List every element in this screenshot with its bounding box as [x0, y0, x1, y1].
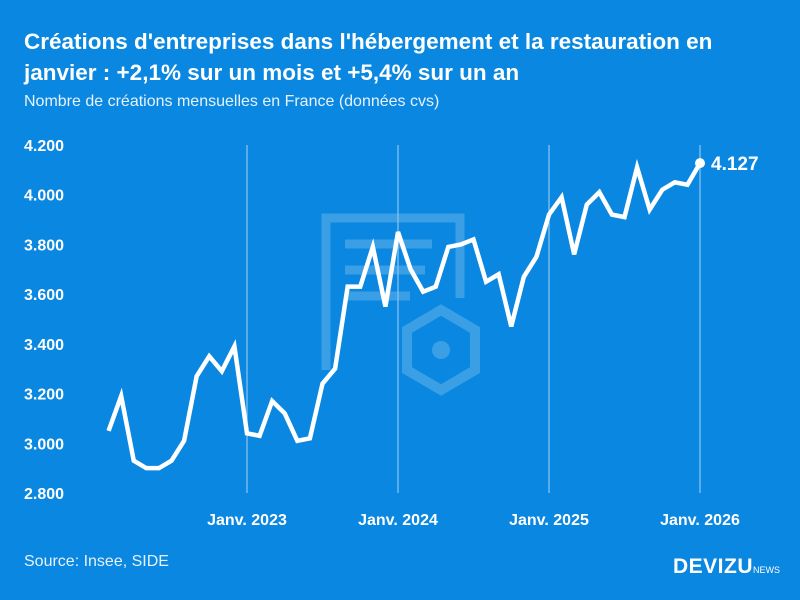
y-tick-label: 3.800 [24, 237, 64, 254]
x-tick-label: Janv. 2024 [358, 512, 438, 529]
y-tick-label: 4.200 [24, 138, 64, 155]
last-point-marker [695, 158, 705, 169]
y-tick-label: 3.400 [24, 337, 64, 354]
y-tick-label: 2.800 [24, 486, 64, 503]
x-tick-label: Janv. 2026 [660, 512, 740, 529]
source-note: Source: Insee, SIDE [24, 553, 169, 570]
logo-main: DEVIZU [673, 555, 754, 578]
series-line [106, 158, 702, 471]
y-tick-label: 3.200 [24, 387, 64, 404]
devizu-logo: DEVIZUNEWS [673, 555, 780, 579]
x-tick-label: Janv. 2023 [207, 512, 287, 529]
y-tick-label: 3.600 [24, 287, 64, 304]
logo-sub: NEWS [753, 565, 781, 575]
x-tick-label: Janv. 2025 [509, 512, 589, 529]
y-tick-label: 3.000 [24, 436, 64, 453]
y-tick-label: 4.000 [24, 188, 64, 205]
chart-title: Créations d'entreprises dans l'hébergeme… [24, 29, 713, 85]
chart-subtitle: Nombre de créations mensuelles en France… [24, 93, 440, 110]
last-value-label: 4.127 [711, 154, 759, 175]
watermark-icon [321, 213, 480, 396]
